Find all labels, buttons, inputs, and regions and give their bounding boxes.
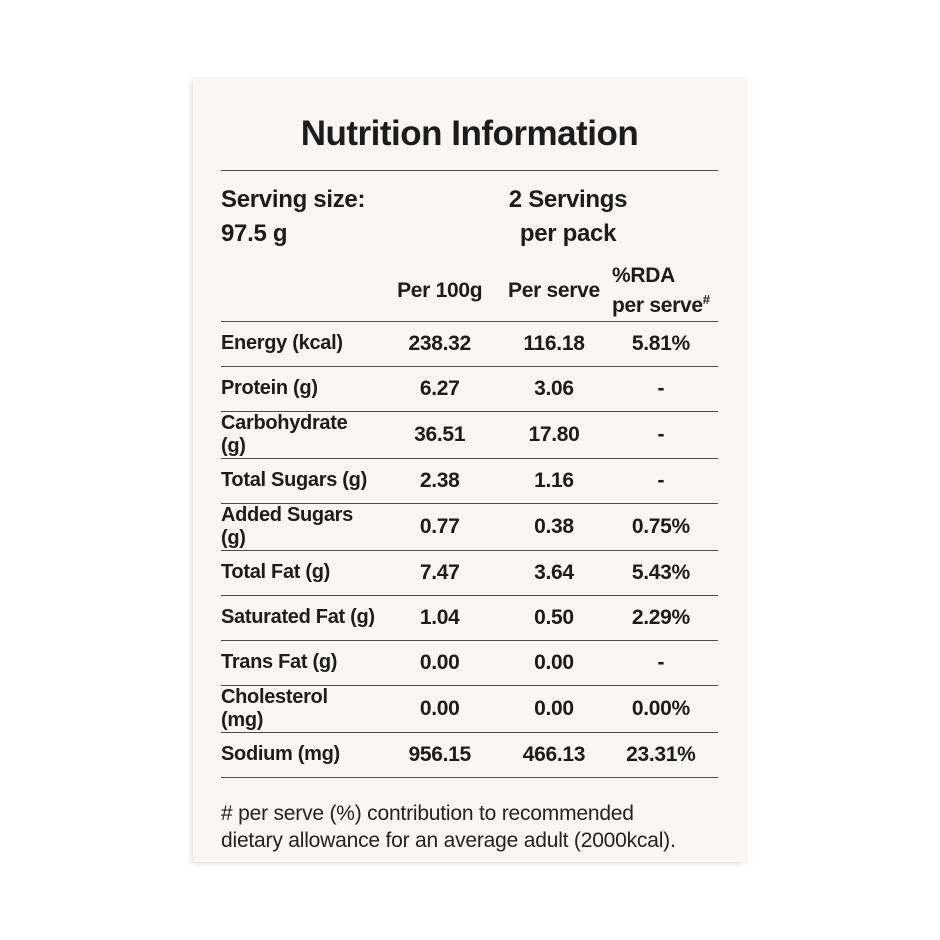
- header-blank-cell: [221, 261, 376, 322]
- table-row: Total Fat (g) 7.47 3.64 5.43%: [221, 550, 718, 596]
- rda-footnote: # per serve (%) contribution to recommen…: [221, 801, 676, 852]
- header-per-serve-label: Per serve: [508, 278, 600, 302]
- nutrient-label: Cholesterol (mg): [221, 685, 376, 733]
- per-serve-value: 3.06: [504, 366, 604, 412]
- table-row: Added Sugars (g) 0.77 0.38 0.75%: [221, 503, 718, 551]
- table-row: Total Sugars (g) 2.38 1.16 -: [221, 458, 718, 504]
- table-row: Trans Fat (g) 0.00 0.00 -: [221, 640, 718, 686]
- serving-size-label: Serving size:: [221, 186, 366, 213]
- nutrition-table-body: Energy (kcal) 238.32 116.18 5.81% Protei…: [221, 321, 718, 778]
- rda-per-serve-value: -: [603, 458, 718, 504]
- nutrient-label: Energy (kcal): [221, 321, 376, 367]
- header-per-100g: Per 100g: [375, 261, 505, 322]
- divider-below-title: [221, 170, 718, 171]
- per-serve-value: 116.18: [504, 321, 604, 367]
- header-per-100g-label: Per 100g: [397, 278, 483, 302]
- nutrition-label-card: Nutrition Information Serving size: 97.5…: [193, 78, 746, 862]
- table-row: Sodium (mg) 956.15 466.13 23.31%: [221, 732, 718, 778]
- per-100g-value: 0.00: [375, 685, 505, 733]
- per-serve-value: 3.64: [504, 550, 604, 596]
- per-100g-value: 0.00: [375, 640, 505, 686]
- rda-per-serve-value: -: [603, 366, 718, 412]
- per-100g-value: 238.32: [375, 321, 505, 367]
- nutrient-label: Total Fat (g): [221, 550, 376, 596]
- rda-per-serve-value: 5.81%: [603, 321, 718, 367]
- nutrient-label: Sodium (mg): [221, 732, 376, 778]
- per-100g-value: 0.77: [375, 503, 505, 551]
- per-100g-value: 7.47: [375, 550, 505, 596]
- nutrient-label: Trans Fat (g): [221, 640, 376, 686]
- per-100g-value: 956.15: [375, 732, 505, 778]
- nutrient-label: Carbohydrate (g): [221, 411, 376, 459]
- serving-section: Serving size: 97.5 g 2 Servings per pack: [221, 171, 718, 261]
- per-serve-value: 466.13: [504, 732, 604, 778]
- table-row: Cholesterol (mg) 0.00 0.00 0.00%: [221, 685, 718, 733]
- nutrition-table: Per 100g Per serve %RDA per serve# Energy…: [221, 261, 718, 778]
- rda-per-serve-value: 23.31%: [603, 732, 718, 778]
- per-100g-value: 6.27: [375, 366, 505, 412]
- nutrition-table-header: Per 100g Per serve %RDA per serve#: [221, 261, 718, 322]
- per-100g-value: 2.38: [375, 458, 505, 504]
- table-row: Carbohydrate (g) 36.51 17.80 -: [221, 411, 718, 459]
- rda-per-serve-value: 2.29%: [603, 595, 718, 641]
- table-row: Saturated Fat (g) 1.04 0.50 2.29%: [221, 595, 718, 641]
- nutrient-label: Total Sugars (g): [221, 458, 376, 504]
- rda-per-serve-value: 0.00%: [603, 685, 718, 733]
- header-row: Per 100g Per serve %RDA per serve#: [221, 261, 718, 322]
- serving-size-value: 97.5 g: [221, 220, 288, 247]
- servings-count: 2 Servings: [508, 186, 628, 213]
- per-100g-value: 1.04: [375, 595, 505, 641]
- per-serve-value: 0.00: [504, 640, 604, 686]
- table-row: Energy (kcal) 238.32 116.18 5.81%: [221, 321, 718, 367]
- nutrient-label: Added Sugars (g): [221, 503, 376, 551]
- nutrient-label: Protein (g): [221, 366, 376, 412]
- serving-size-block: Serving size: 97.5 g: [221, 183, 418, 251]
- per-100g-value: 36.51: [375, 411, 505, 459]
- nutrition-title: Nutrition Information: [300, 114, 639, 153]
- header-rda-line2: per serve: [612, 293, 703, 317]
- per-serve-value: 0.00: [504, 685, 604, 733]
- nutrient-label: Saturated Fat (g): [221, 595, 375, 641]
- table-row: Protein (g) 6.27 3.06 -: [221, 366, 718, 412]
- per-serve-value: 1.16: [504, 458, 604, 504]
- rda-per-serve-value: -: [603, 640, 718, 686]
- per-serve-value: 0.50: [504, 595, 604, 641]
- header-rda-per-serve: %RDA per serve#: [603, 261, 718, 322]
- per-serve-value: 0.38: [504, 503, 604, 551]
- servings-unit: per pack: [519, 220, 617, 247]
- header-rda-block: %RDA per serve#: [612, 264, 710, 318]
- header-per-serve: Per serve: [504, 261, 604, 322]
- header-rda-line1: %RDA: [612, 263, 675, 287]
- rda-per-serve-value: 5.43%: [603, 550, 718, 596]
- rda-per-serve-value: -: [603, 411, 718, 459]
- rda-hash-superscript: #: [702, 291, 710, 307]
- per-serve-value: 17.80: [504, 411, 604, 459]
- servings-per-pack-block: 2 Servings per pack: [418, 183, 718, 251]
- rda-per-serve-value: 0.75%: [603, 503, 718, 551]
